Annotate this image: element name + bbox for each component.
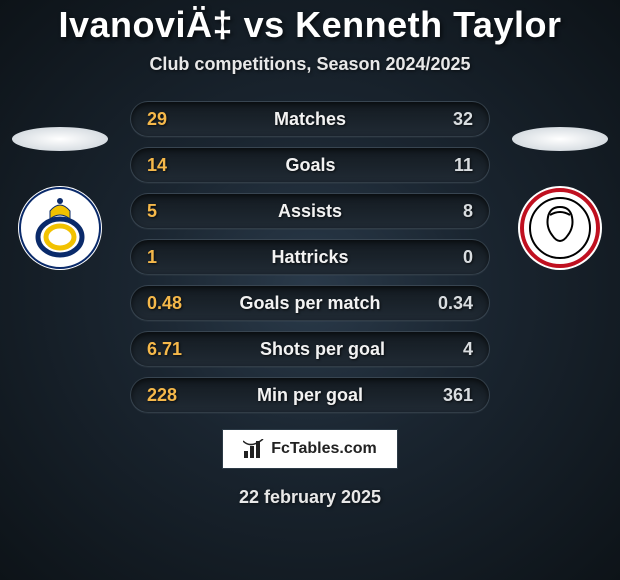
stat-right-value: 4 — [463, 339, 473, 360]
stat-left-value: 29 — [147, 109, 167, 130]
stat-right-value: 0.34 — [438, 293, 473, 314]
stats-list: 29Matches3214Goals115Assists81Hattricks0… — [110, 101, 510, 413]
comparison-card: IvanoviÄ‡ vs Kenneth Taylor Club competi… — [0, 0, 620, 580]
stat-row: 14Goals11 — [130, 147, 490, 183]
stat-label: Min per goal — [177, 385, 443, 406]
stat-left-value: 228 — [147, 385, 177, 406]
stat-row: 29Matches32 — [130, 101, 490, 137]
date-label: 22 february 2025 — [239, 487, 381, 508]
stat-left-value: 1 — [147, 247, 157, 268]
stat-row: 0.48Goals per match0.34 — [130, 285, 490, 321]
right-player-silhouette-icon — [510, 111, 610, 167]
stat-label: Matches — [167, 109, 453, 130]
stat-label: Goals — [167, 155, 454, 176]
branding-label: FcTables.com — [271, 440, 377, 458]
left-player-column — [10, 101, 110, 271]
stat-right-value: 8 — [463, 201, 473, 222]
stat-right-value: 32 — [453, 109, 473, 130]
stat-right-value: 361 — [443, 385, 473, 406]
page-subtitle: Club competitions, Season 2024/2025 — [149, 54, 470, 75]
stat-right-value: 11 — [454, 155, 473, 176]
stat-label: Goals per match — [182, 293, 438, 314]
stat-row: 1Hattricks0 — [130, 239, 490, 275]
right-player-column — [510, 101, 610, 271]
right-club-badge — [517, 185, 603, 271]
stat-left-value: 5 — [147, 201, 157, 222]
page-title: IvanoviÄ‡ vs Kenneth Taylor — [59, 4, 562, 46]
stat-row: 6.71Shots per goal4 — [130, 331, 490, 367]
stat-left-value: 14 — [147, 155, 167, 176]
stat-label: Shots per goal — [182, 339, 463, 360]
stat-label: Hattricks — [157, 247, 463, 268]
stat-label: Assists — [157, 201, 463, 222]
stat-left-value: 6.71 — [147, 339, 182, 360]
stat-left-value: 0.48 — [147, 293, 182, 314]
left-player-silhouette-icon — [10, 111, 110, 167]
stat-right-value: 0 — [463, 247, 473, 268]
branding-logo: FcTables.com — [222, 429, 398, 469]
content-row: 29Matches3214Goals115Assists81Hattricks0… — [0, 101, 620, 413]
stat-row: 5Assists8 — [130, 193, 490, 229]
bar-chart-icon — [243, 439, 265, 459]
stat-row: 228Min per goal361 — [130, 377, 490, 413]
left-club-badge — [17, 185, 103, 271]
